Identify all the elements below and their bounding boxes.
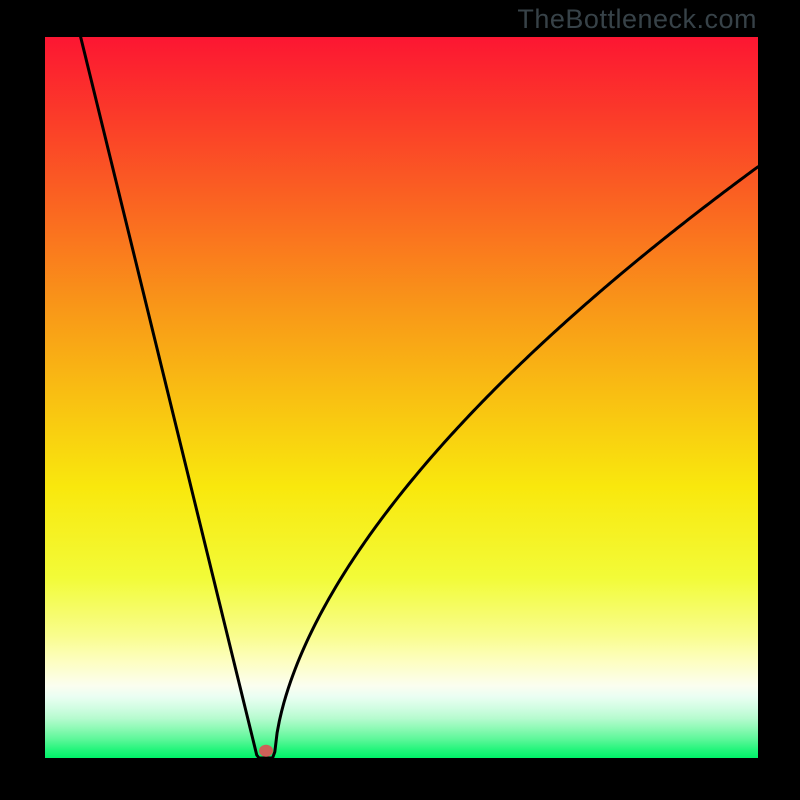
chart-container: TheBottleneck.com xyxy=(0,0,800,800)
bottleneck-curve xyxy=(81,37,758,758)
curve-layer xyxy=(0,0,800,800)
watermark-text: TheBottleneck.com xyxy=(517,4,757,35)
minimum-marker-dot xyxy=(259,745,273,757)
